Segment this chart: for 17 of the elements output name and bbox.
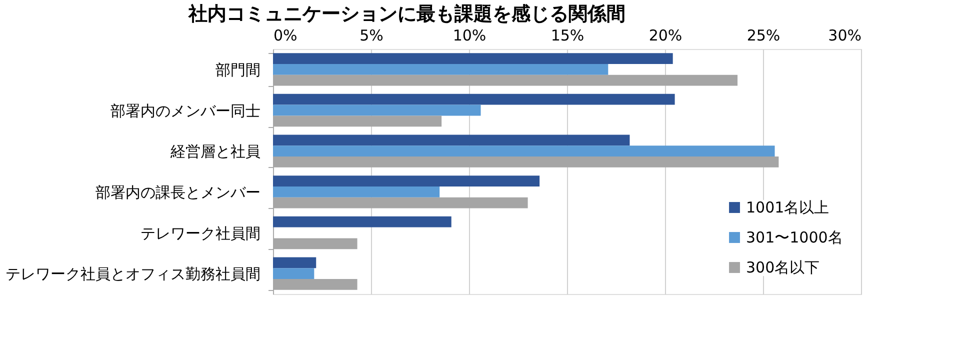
y-tick-label: 部門間 (216, 60, 260, 79)
x-tick-label: 5% (360, 26, 384, 44)
y-tick-label: 部署内のメンバー同士 (110, 102, 260, 120)
chart-title: 社内コミュニケーションに最も課題を感じる関係間 (188, 3, 626, 25)
legend-label: 301〜1000名 (746, 228, 843, 246)
x-tick-label: 25% (746, 26, 780, 44)
legend-label: 1001名以上 (746, 198, 830, 216)
y-tick-label: テレワーク社員間 (140, 224, 260, 242)
x-tick-label: 0% (274, 26, 298, 44)
y-tick-label: 経営層と社員 (170, 142, 260, 161)
legend-label: 300名以下 (746, 258, 820, 276)
x-tick-label: 30% (828, 26, 862, 44)
x-tick-label: 20% (648, 26, 682, 44)
y-tick-label: 部署内の課長とメンバー (96, 183, 260, 202)
x-tick-label: 15% (550, 26, 584, 44)
y-tick-label: テレワーク社員とオフィス勤務社員間 (6, 265, 260, 284)
x-tick-label: 10% (452, 26, 486, 44)
